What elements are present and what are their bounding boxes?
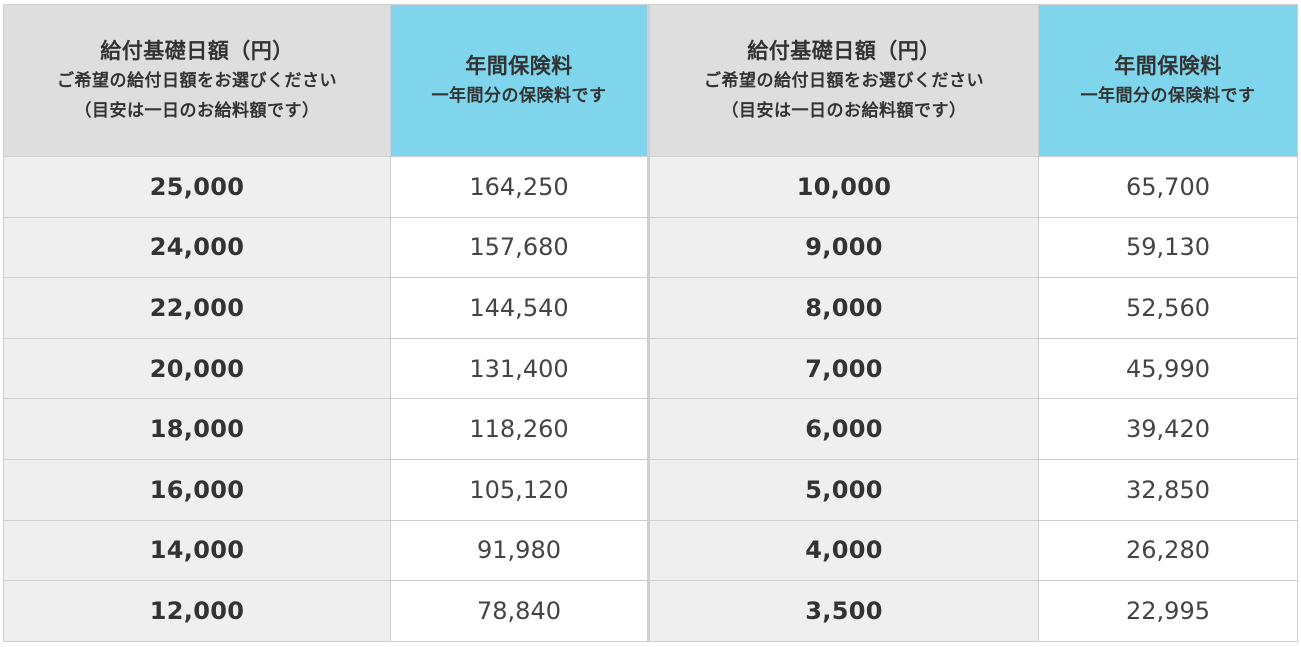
table-row: 22,000 144,540 8,000 52,560: [3, 277, 1298, 339]
left-fee-cell: 91,980: [390, 519, 650, 582]
header-amount-right: 給付基礎日額（円） ご希望の給付日額をお選びください （目安は一日のお給料額です…: [648, 4, 1039, 157]
header-amount-title: 給付基礎日額（円）: [100, 38, 294, 63]
header-amount-instruction: ご希望の給付日額をお選びください: [704, 70, 984, 91]
right-fee-cell: 45,990: [1038, 337, 1298, 400]
left-amount-cell: 18,000: [3, 398, 391, 460]
table-row: 20,000 131,400 7,000 45,990: [3, 337, 1298, 400]
table-row: 18,000 118,260 6,000 39,420: [3, 398, 1298, 460]
header-amount-note: （目安は一日のお給料額です）: [74, 100, 320, 121]
left-amount-cell: 16,000: [3, 458, 391, 521]
left-amount-cell: 20,000: [3, 337, 391, 400]
left-fee-cell: 164,250: [390, 156, 650, 218]
left-amount-cell: 22,000: [3, 277, 391, 339]
premium-table-container: 給付基礎日額（円） ご希望の給付日額をお選びください （目安は一日のお給料額です…: [3, 4, 1298, 642]
left-amount-cell: 12,000: [3, 580, 391, 642]
right-amount-cell: 9,000: [648, 216, 1039, 279]
header-amount-title: 給付基礎日額（円）: [747, 38, 941, 63]
header-fee-title: 年間保険料: [465, 53, 573, 78]
right-fee-cell: 22,995: [1038, 580, 1298, 642]
left-fee-cell: 118,260: [390, 398, 650, 460]
right-fee-cell: 59,130: [1038, 216, 1298, 279]
table-row: 25,000 164,250 10,000 65,700: [3, 156, 1298, 218]
right-fee-cell: 39,420: [1038, 398, 1298, 460]
right-fee-cell: 26,280: [1038, 519, 1298, 582]
right-fee-cell: 52,560: [1038, 277, 1298, 339]
left-amount-cell: 14,000: [3, 519, 391, 582]
right-amount-cell: 8,000: [648, 277, 1039, 339]
left-fee-cell: 157,680: [390, 216, 650, 279]
left-fee-cell: 78,840: [390, 580, 650, 642]
left-fee-cell: 131,400: [390, 337, 650, 400]
table-header-row: 給付基礎日額（円） ご希望の給付日額をお選びください （目安は一日のお給料額です…: [3, 4, 1298, 157]
right-amount-cell: 4,000: [648, 519, 1039, 582]
header-fee-right: 年間保険料 一年間分の保険料です: [1038, 4, 1298, 157]
table-row: 14,000 91,980 4,000 26,280: [3, 519, 1298, 582]
table-row: 12,000 78,840 3,500 22,995: [3, 580, 1298, 642]
right-fee-cell: 32,850: [1038, 458, 1298, 521]
right-amount-cell: 10,000: [648, 156, 1039, 218]
header-amount-instruction: ご希望の給付日額をお選びください: [57, 70, 337, 91]
header-amount-left: 給付基礎日額（円） ご希望の給付日額をお選びください （目安は一日のお給料額です…: [3, 4, 391, 157]
table-row: 16,000 105,120 5,000 32,850: [3, 458, 1298, 521]
left-amount-cell: 24,000: [3, 216, 391, 279]
header-fee-left: 年間保険料 一年間分の保険料です: [390, 4, 650, 157]
left-fee-cell: 105,120: [390, 458, 650, 521]
right-fee-cell: 65,700: [1038, 156, 1298, 218]
right-amount-cell: 3,500: [648, 580, 1039, 642]
table-row: 24,000 157,680 9,000 59,130: [3, 216, 1298, 279]
right-amount-cell: 6,000: [648, 398, 1039, 460]
header-fee-note: 一年間分の保険料です: [1080, 85, 1256, 106]
left-fee-cell: 144,540: [390, 277, 650, 339]
header-fee-title: 年間保険料: [1114, 53, 1222, 78]
premium-table: 給付基礎日額（円） ご希望の給付日額をお選びください （目安は一日のお給料額です…: [3, 4, 1298, 642]
right-amount-cell: 5,000: [648, 458, 1039, 521]
header-fee-note: 一年間分の保険料です: [431, 85, 607, 106]
header-amount-note: （目安は一日のお給料額です）: [721, 100, 967, 121]
right-amount-cell: 7,000: [648, 337, 1039, 400]
left-amount-cell: 25,000: [3, 156, 391, 218]
